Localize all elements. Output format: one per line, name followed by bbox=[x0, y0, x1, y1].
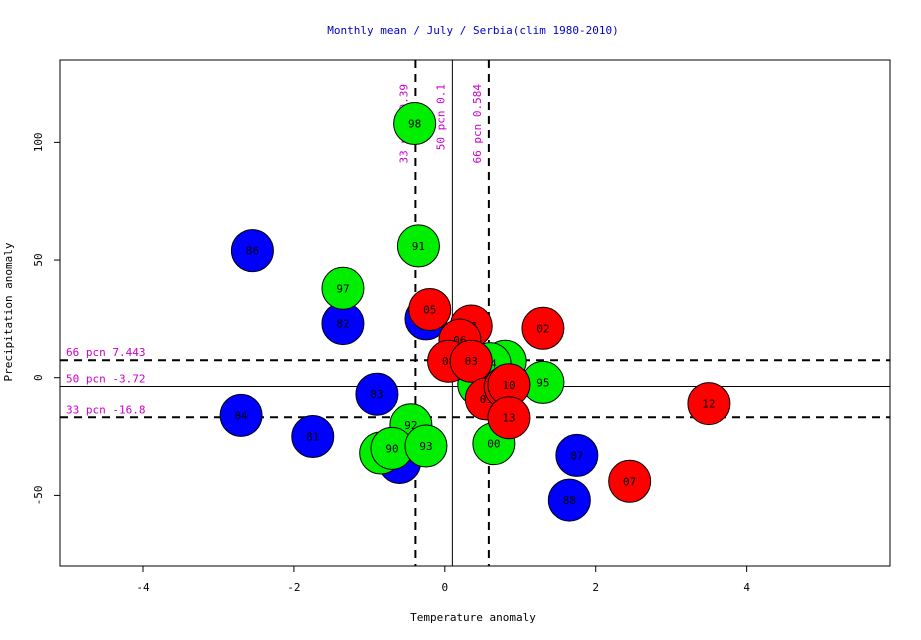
point-label-87: 87 bbox=[570, 449, 583, 462]
point-87 bbox=[555, 433, 599, 477]
point-label-05: 05 bbox=[423, 303, 436, 316]
point-label-90: 90 bbox=[385, 442, 398, 455]
x-tick-label-0: -4 bbox=[136, 581, 150, 594]
point-07 bbox=[608, 459, 652, 503]
point-13 bbox=[487, 396, 531, 440]
point-label-93: 93 bbox=[419, 440, 432, 453]
point-label-84: 84 bbox=[234, 409, 248, 422]
point-81 bbox=[291, 415, 335, 459]
point-86 bbox=[230, 229, 274, 273]
point-label-86: 86 bbox=[246, 245, 259, 258]
point-93 bbox=[404, 424, 448, 468]
vline-label-2: 66 pcn 0.584 bbox=[471, 84, 484, 164]
point-91 bbox=[396, 224, 440, 268]
x-tick-label-1: -2 bbox=[287, 581, 300, 594]
point-label-98: 98 bbox=[408, 118, 421, 131]
point-label-82: 82 bbox=[336, 318, 349, 331]
y-tick-label-3: 100 bbox=[32, 132, 45, 152]
point-83 bbox=[355, 372, 399, 416]
x-axis-label: Temperature anomaly bbox=[410, 611, 536, 624]
plot-frame bbox=[59, 59, 891, 567]
point-05 bbox=[408, 287, 452, 331]
point-label-91: 91 bbox=[412, 240, 425, 253]
hline-label-2: 33 pcn -16.8 bbox=[66, 403, 145, 416]
point-label-02: 02 bbox=[536, 322, 549, 335]
x-tick-label-3: 2 bbox=[592, 581, 599, 594]
point-label-10: 10 bbox=[502, 379, 515, 392]
point-88 bbox=[547, 478, 591, 522]
x-tick-label-2: 0 bbox=[442, 581, 449, 594]
chart-title: Monthly mean / July / Serbia(clim 1980-2… bbox=[327, 24, 618, 37]
point-label-00: 00 bbox=[487, 438, 500, 451]
point-label-07: 07 bbox=[623, 475, 636, 488]
point-02 bbox=[521, 306, 565, 350]
point-label-81: 81 bbox=[306, 431, 319, 444]
x-tick-label-4: 4 bbox=[743, 581, 750, 594]
point-label-03: 03 bbox=[465, 355, 478, 368]
data-points: 8682848183858987889791989296909395049900… bbox=[219, 102, 731, 522]
y-tick-label-2: 50 bbox=[32, 253, 45, 266]
y-tick-label-0: -50 bbox=[32, 485, 45, 505]
point-03 bbox=[449, 339, 493, 383]
vline-label-1: 50 pcn 0.1 bbox=[434, 84, 447, 150]
point-84 bbox=[219, 393, 263, 437]
hline-label-1: 50 pcn -3.72 bbox=[66, 372, 145, 385]
point-label-83: 83 bbox=[370, 388, 383, 401]
point-98 bbox=[393, 102, 437, 146]
point-label-88: 88 bbox=[563, 494, 576, 507]
y-axis-label: Precipitation anomaly bbox=[2, 242, 15, 381]
hline-label-0: 66 pcn 7.443 bbox=[66, 346, 145, 359]
point-label-95: 95 bbox=[536, 376, 549, 389]
point-label-12: 12 bbox=[702, 398, 715, 411]
point-label-97: 97 bbox=[336, 282, 349, 295]
point-label-13: 13 bbox=[502, 412, 515, 425]
y-tick-label-1: 0 bbox=[32, 374, 45, 381]
point-97 bbox=[321, 266, 365, 310]
point-12 bbox=[687, 382, 731, 426]
